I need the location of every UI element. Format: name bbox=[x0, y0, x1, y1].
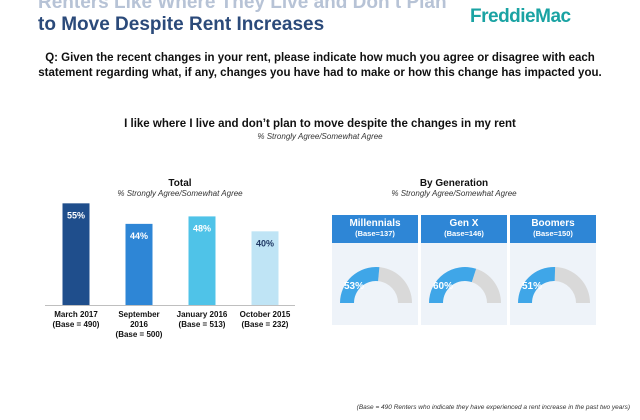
gauge-remainder-arc bbox=[378, 267, 412, 303]
bar-2 bbox=[125, 223, 153, 306]
gauge-remainder-arc bbox=[471, 268, 501, 303]
generation-name: Gen X bbox=[449, 218, 479, 229]
bar-category-label-1: March 2017 (Base = 490) bbox=[40, 310, 112, 330]
gauge-value-arc bbox=[429, 267, 477, 303]
generation-header: Millennials (Base=137) bbox=[332, 215, 418, 243]
total-chart-title: Total bbox=[168, 178, 192, 189]
bar-category-label-4: October 2015 (Base = 232) bbox=[229, 310, 301, 330]
generation-header: Gen X (Base=146) bbox=[421, 215, 507, 243]
generation-name: Boomers bbox=[531, 218, 575, 229]
gauge-value-label: 51% bbox=[522, 281, 542, 292]
generation-header: Boomers (Base=150) bbox=[510, 215, 596, 243]
gauge-remainder-arc bbox=[554, 267, 590, 303]
gauge-value-label: 53% bbox=[344, 281, 364, 292]
bar-3 bbox=[188, 216, 216, 306]
chart-subtitle: % Strongly Agree/Somewhat Agree bbox=[257, 132, 383, 141]
chart-title: I like where I live and don’t plan to mo… bbox=[124, 118, 516, 130]
bar-value-label-3: 48% bbox=[193, 223, 211, 233]
total-bar-chart: 55% 44% 48% 40% bbox=[45, 203, 295, 306]
survey-question: Q: Given the recent changes in your rent… bbox=[38, 52, 602, 79]
title-line-2: to Move Despite Rent Increases bbox=[38, 14, 325, 35]
page-title: Renters Like Where They Live and Don’t P… bbox=[38, 0, 478, 36]
bar-value-label-2: 44% bbox=[130, 231, 148, 241]
bar-category-label-3: January 2016 (Base = 513) bbox=[166, 310, 238, 330]
category-line: (Base = 500) bbox=[115, 330, 163, 339]
category-line: September bbox=[118, 310, 160, 319]
category-line: (Base = 490) bbox=[52, 320, 100, 329]
generation-base: (Base=137) bbox=[355, 229, 395, 238]
gauge-value-arc bbox=[340, 267, 380, 303]
gauge-svg: 51% bbox=[518, 267, 590, 303]
total-chart-subtitle: % Strongly Agree/Somewhat Agree bbox=[117, 189, 243, 198]
generation-base: (Base=150) bbox=[533, 229, 573, 238]
header-band bbox=[0, 0, 640, 36]
bar-value-label-1: 55% bbox=[67, 210, 85, 220]
gauge-svg: 53% bbox=[340, 267, 412, 303]
category-line: October 2015 bbox=[239, 310, 291, 319]
generation-panel-gen-x: Gen X (Base=146) 60% bbox=[421, 215, 507, 325]
gauge-svg: 60% bbox=[429, 267, 501, 303]
category-line: (Base = 232) bbox=[241, 320, 289, 329]
generation-chart-subtitle: % Strongly Agree/Somewhat Agree bbox=[391, 189, 517, 198]
category-line: January 2016 bbox=[176, 310, 228, 319]
freddie-mac-logo: FreddieMac bbox=[470, 6, 571, 27]
gauge-value-arc bbox=[518, 267, 556, 303]
title-line-1: Renters Like Where They Live and Don’t P… bbox=[38, 0, 447, 13]
generation-name: Millennials bbox=[349, 218, 401, 229]
category-line: 2016 bbox=[130, 320, 148, 329]
generation-panel-boomers: Boomers (Base=150) 51% bbox=[510, 215, 596, 325]
category-line: March 2017 bbox=[54, 310, 98, 319]
bar-value-label-4: 40% bbox=[256, 238, 274, 248]
footnote: (Base = 490 Renters who indicate they ha… bbox=[356, 404, 630, 411]
generation-chart-title: By Generation bbox=[419, 178, 489, 189]
gauge-value-label: 60% bbox=[433, 281, 453, 292]
bar-4 bbox=[251, 231, 279, 306]
bar-1 bbox=[62, 203, 90, 306]
generation-base: (Base=146) bbox=[444, 229, 484, 238]
generation-panel-millennials: Millennials (Base=137) 53% bbox=[332, 215, 418, 325]
bar-category-label-2: September 2016 (Base = 500) bbox=[103, 310, 175, 340]
category-line: (Base = 513) bbox=[178, 320, 226, 329]
